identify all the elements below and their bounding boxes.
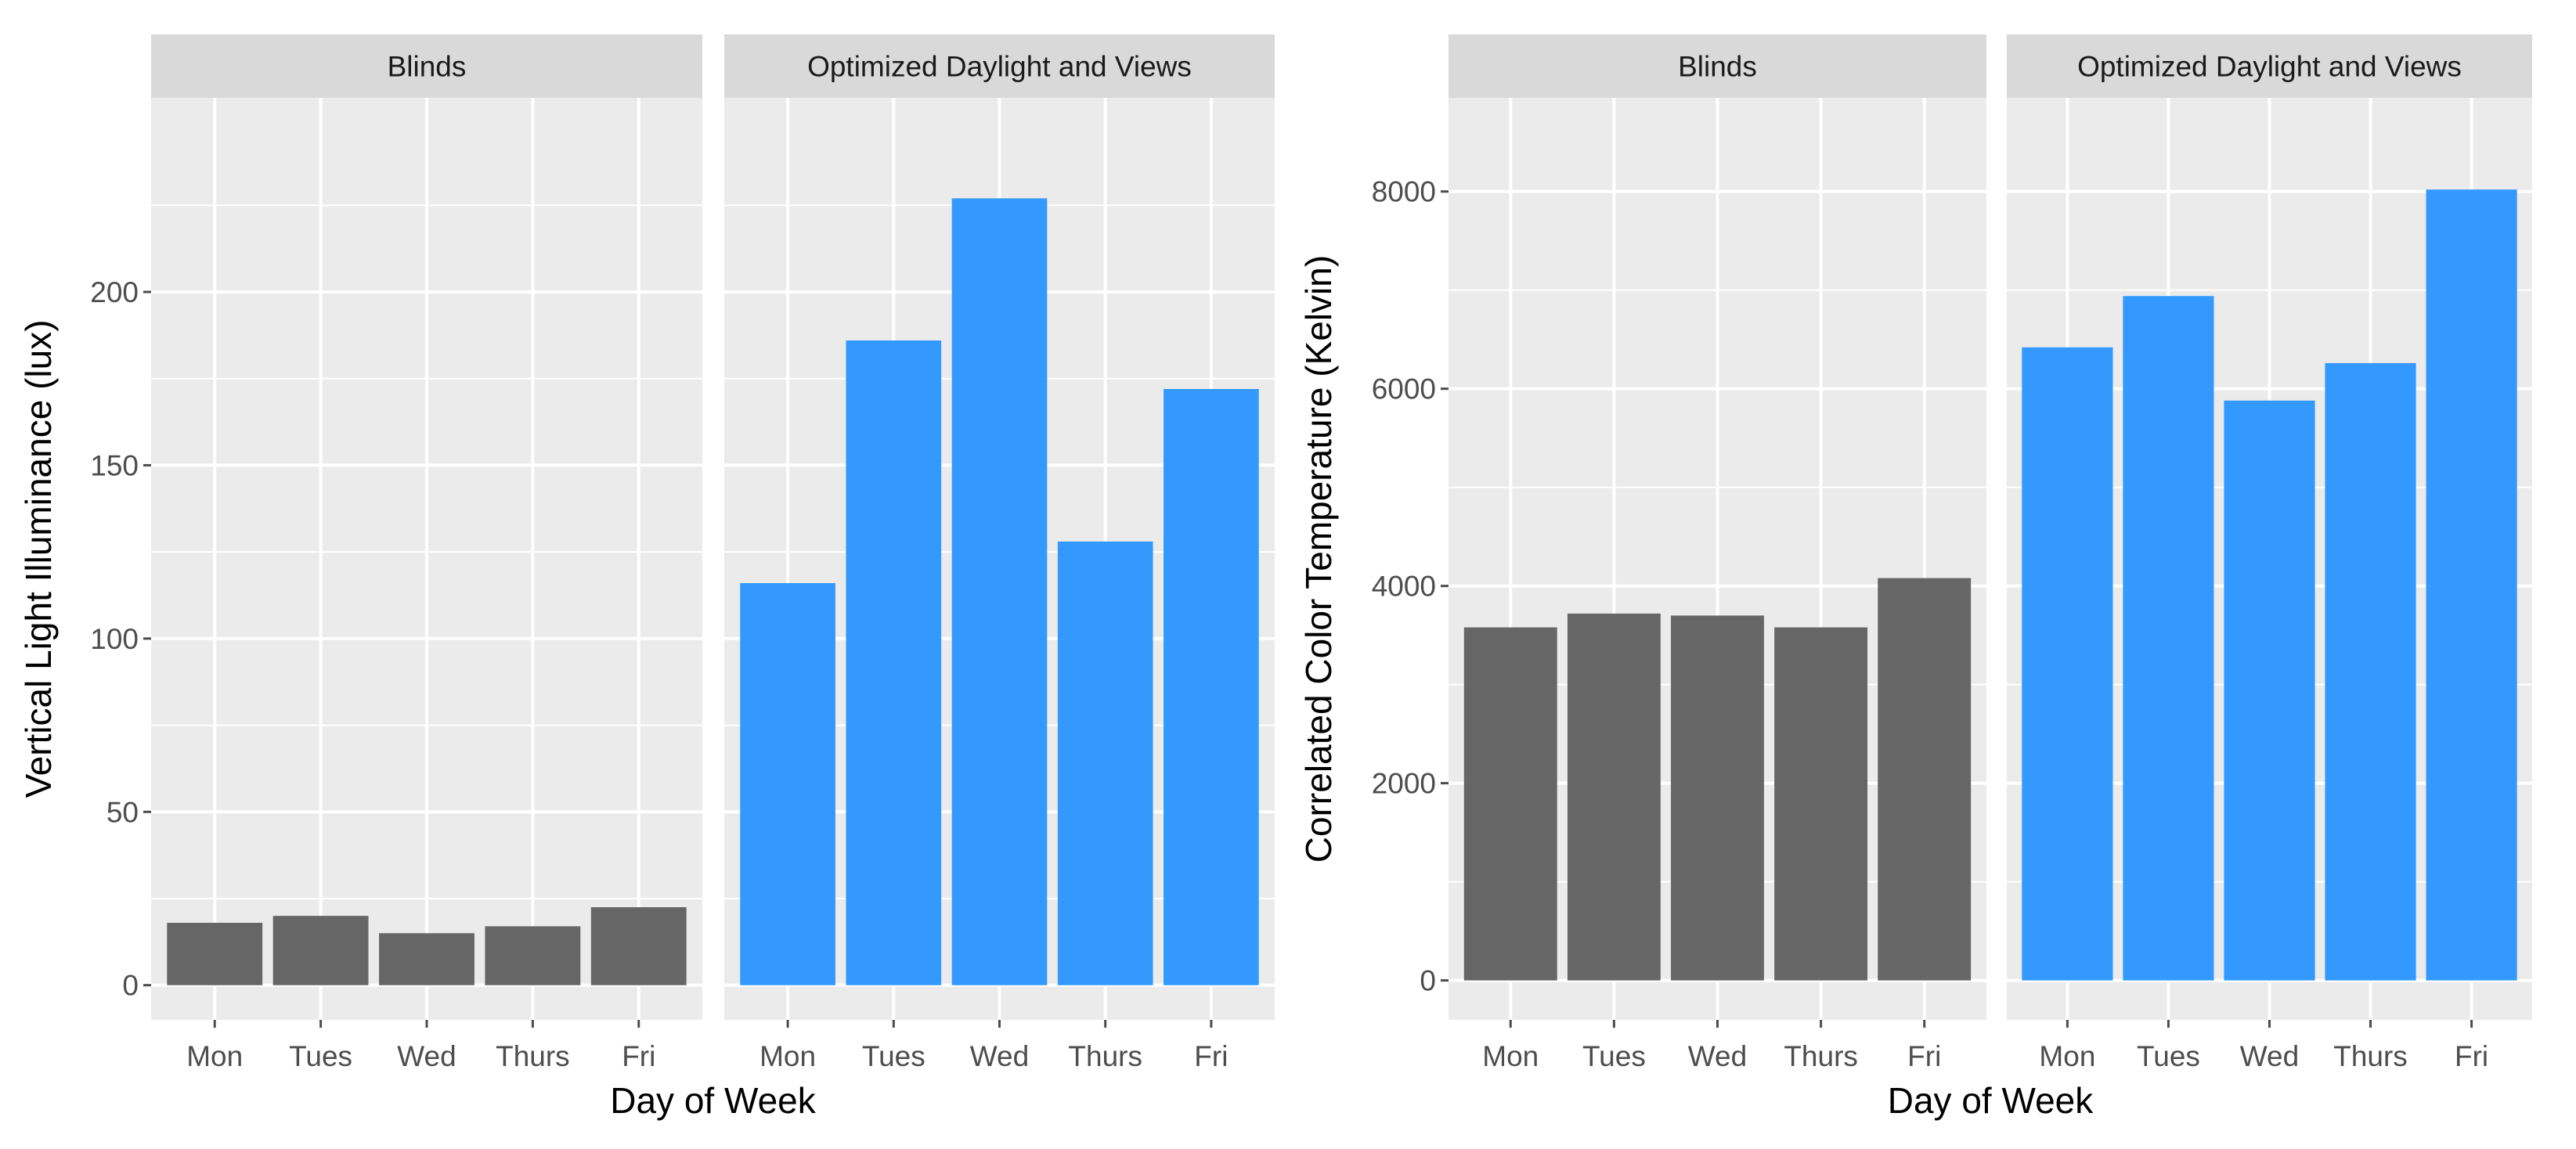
x-tick-label-mon: Mon <box>2039 1040 2095 1072</box>
x-axis-ticks: Mon Tues Wed Thurs Fri <box>2039 1020 2488 1072</box>
x-tick-label-wed: Wed <box>970 1040 1029 1072</box>
bar-blinds-tues <box>1567 613 1661 981</box>
bar-blinds-wed <box>379 933 474 985</box>
bar-optimized-thurs <box>2325 362 2416 981</box>
x-tick-label-tues: Tues <box>862 1040 925 1072</box>
illuminance-chart: Blinds Mon Tues Wed Thurs Fri Optimized Dayl… <box>18 34 1275 1121</box>
bar-blinds-mon <box>167 923 263 985</box>
x-tick-label-thurs: Thurs <box>496 1040 570 1072</box>
bar-optimized-mon <box>740 583 835 985</box>
x-axis-ticks: Mon Tues Wed Thurs Fri <box>759 1020 1228 1072</box>
y-tick-label: 6000 <box>1372 373 1436 405</box>
bar-optimized-tues <box>2123 296 2214 981</box>
x-axis-ticks: Mon Tues Wed Thurs Fri <box>1482 1020 1941 1072</box>
y-tick-label: 50 <box>106 796 139 828</box>
bar-blinds-thurs <box>485 926 581 985</box>
x-axis-title: Day of Week <box>1888 1080 2094 1121</box>
y-tick-label: 150 <box>90 449 139 481</box>
bar-blinds-tues <box>272 916 369 985</box>
y-tick-label: 100 <box>90 623 139 655</box>
x-tick-label-fri: Fri <box>1907 1040 1941 1072</box>
x-axis-ticks: Mon Tues Wed Thurs Fri <box>186 1020 655 1072</box>
facet-strip-label-optimized: Optimized Daylight and Views <box>807 51 1192 83</box>
bar-optimized-fri <box>1164 389 1259 985</box>
x-tick-label-mon: Mon <box>1482 1040 1539 1072</box>
x-tick-label-thurs: Thurs <box>2333 1040 2408 1072</box>
facet-strip <box>2007 34 2532 98</box>
x-tick-label-thurs: Thurs <box>1068 1040 1142 1072</box>
x-tick-label-mon: Mon <box>759 1040 816 1072</box>
bar-blinds-wed <box>1671 615 1764 981</box>
y-tick-label: 4000 <box>1372 571 1436 603</box>
y-tick-label: 8000 <box>1372 176 1436 208</box>
x-tick-label-fri: Fri <box>1194 1040 1228 1072</box>
x-axis-title: Day of Week <box>610 1080 816 1121</box>
bar-optimized-wed <box>951 198 1048 985</box>
bars-blinds <box>1463 578 1972 981</box>
facet-strip <box>151 34 702 98</box>
bar-blinds-fri <box>590 907 687 985</box>
bars-blinds <box>167 907 687 985</box>
x-tick-label-tues: Tues <box>2137 1040 2200 1072</box>
bar-blinds-thurs <box>1774 627 1868 981</box>
cct-optimized-panel: Optimized Daylight and Views Mon Tues Wed T… <box>2007 34 2532 1072</box>
y-tick-label: 0 <box>122 970 139 1002</box>
illuminance-blinds-panel: Blinds Mon Tues Wed Thurs Fri <box>151 34 702 1072</box>
bars-optimized <box>740 198 1259 985</box>
bar-optimized-mon <box>2022 347 2113 981</box>
y-axis-title: Vertical Light Illuminance (lux) <box>18 319 59 798</box>
y-axis-title: Correlated Color Temperature (Kelvin) <box>1298 255 1339 863</box>
facet-strip-label-blinds: Blinds <box>1678 51 1757 83</box>
facet-strip-label-optimized: Optimized Daylight and Views <box>2077 51 2462 83</box>
y-axis-ticks: 0 2000 4000 6000 8000 <box>1372 176 1449 997</box>
x-tick-label-tues: Tues <box>289 1040 352 1072</box>
facet-strip-label-blinds: Blinds <box>388 51 467 83</box>
x-tick-label-thurs: Thurs <box>1784 1040 1858 1072</box>
facet-strip <box>1449 34 1986 98</box>
bar-optimized-tues <box>846 340 942 985</box>
bar-optimized-fri <box>2426 189 2517 981</box>
y-tick-label: 0 <box>1420 965 1436 997</box>
bar-optimized-wed <box>2224 400 2315 981</box>
bar-blinds-mon <box>1463 627 1557 981</box>
illuminance-optimized-panel: Optimized Daylight and Views Mon Tues Wed T… <box>724 34 1275 1072</box>
color-temperature-chart: Blinds Mon Tues Wed Thurs Fri Optimized Dayl… <box>1298 34 2532 1121</box>
bars-optimized <box>2022 189 2517 981</box>
bar-blinds-fri <box>1878 578 1972 981</box>
y-axis-ticks: 0 50 100 150 200 <box>90 276 151 1002</box>
x-tick-label-wed: Wed <box>1688 1040 1747 1072</box>
bar-optimized-thurs <box>1057 541 1153 985</box>
x-tick-label-tues: Tues <box>1582 1040 1646 1072</box>
facet-strip <box>724 34 1275 98</box>
x-tick-label-wed: Wed <box>2240 1040 2299 1072</box>
y-tick-label: 2000 <box>1372 768 1436 800</box>
x-tick-label-fri: Fri <box>622 1040 655 1072</box>
x-tick-label-mon: Mon <box>186 1040 243 1072</box>
cct-blinds-panel: Blinds Mon Tues Wed Thurs Fri <box>1449 34 1986 1072</box>
y-tick-label: 200 <box>90 276 139 308</box>
x-tick-label-fri: Fri <box>2455 1040 2488 1072</box>
x-tick-label-wed: Wed <box>397 1040 456 1072</box>
